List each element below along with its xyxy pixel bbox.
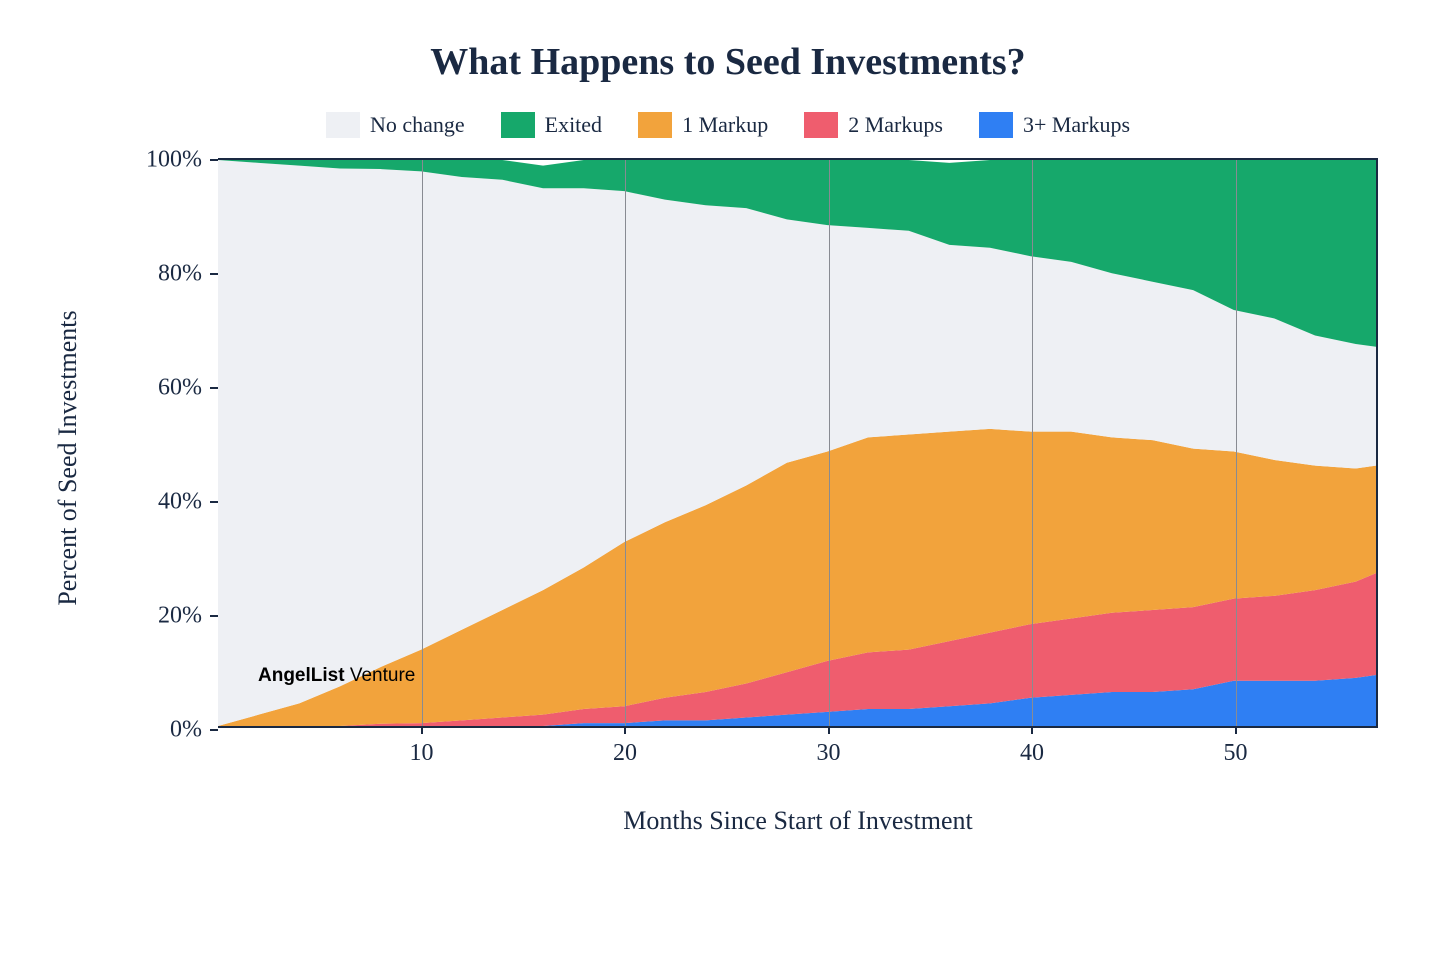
legend-swatch (326, 112, 360, 138)
x-axis-label: Months Since Start of Investment (218, 754, 1378, 836)
legend-label: No change (370, 112, 465, 138)
legend-item-markup3: 3+ Markups (979, 112, 1130, 138)
y-tick-label: 100% (146, 147, 218, 174)
y-tick-label: 40% (158, 489, 218, 516)
y-tick-mark (210, 729, 218, 731)
legend-label: Exited (545, 112, 602, 138)
stacked-area-svg (218, 160, 1376, 726)
x-tick-mark (1235, 726, 1237, 734)
legend-swatch (638, 112, 672, 138)
y-tick-mark (210, 387, 218, 389)
y-tick-mark (210, 501, 218, 503)
watermark-bold: AngelList (258, 665, 345, 686)
watermark-light: Venture (345, 665, 416, 686)
plot-area: AngelList Venture 0%20%40%60%80%100%1020… (218, 158, 1378, 728)
legend-item-exited: Exited (501, 112, 602, 138)
gridline (1236, 160, 1237, 726)
legend-swatch (501, 112, 535, 138)
y-tick-label: 80% (158, 261, 218, 288)
gridline (1032, 160, 1033, 726)
y-tick-mark (210, 273, 218, 275)
x-tick-mark (421, 726, 423, 734)
legend-item-markup1: 1 Markup (638, 112, 768, 138)
y-tick-label: 20% (158, 603, 218, 630)
legend: No change Exited 1 Markup 2 Markups 3+ Marku… (0, 112, 1456, 138)
legend-item-markup2: 2 Markups (804, 112, 943, 138)
x-tick-mark (624, 726, 626, 734)
legend-label: 2 Markups (848, 112, 943, 138)
y-axis-label: Percent of Seed Investments (53, 173, 83, 743)
chart-title: What Happens to Seed Investments? (0, 0, 1456, 84)
legend-swatch (804, 112, 838, 138)
watermark: AngelList Venture (258, 665, 415, 687)
gridline (829, 160, 830, 726)
x-tick-mark (828, 726, 830, 734)
x-tick-mark (1031, 726, 1033, 734)
legend-label: 1 Markup (682, 112, 768, 138)
y-tick-mark (210, 159, 218, 161)
gridline (422, 160, 423, 726)
legend-label: 3+ Markups (1023, 112, 1130, 138)
legend-item-no_change: No change (326, 112, 465, 138)
chart-area: Percent of Seed Investments AngelList Ve… (38, 158, 1418, 838)
legend-swatch (979, 112, 1013, 138)
y-tick-mark (210, 615, 218, 617)
gridline (625, 160, 626, 726)
y-tick-label: 60% (158, 375, 218, 402)
